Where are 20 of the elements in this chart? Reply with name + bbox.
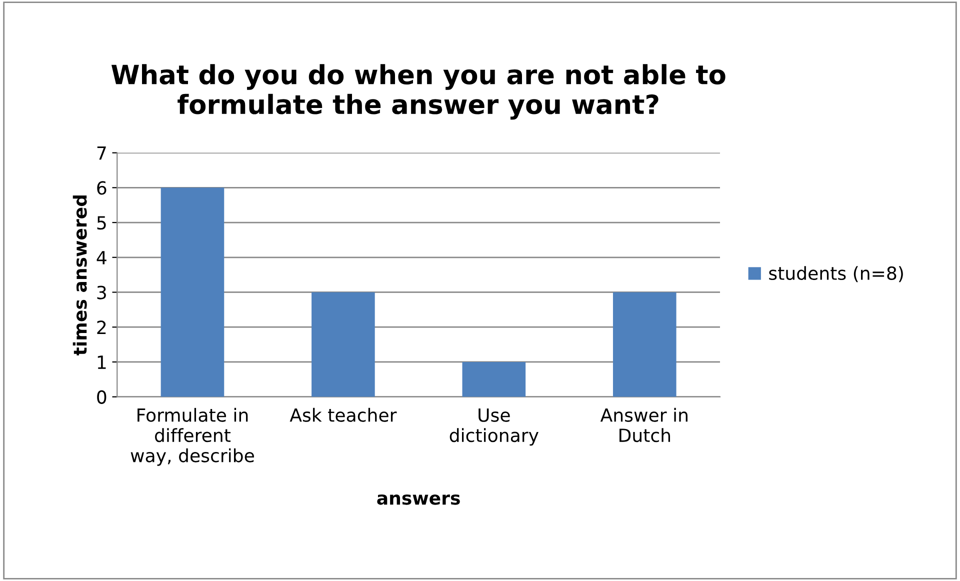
y-tick-label: 6 xyxy=(97,181,106,195)
y-tick-label: 5 xyxy=(97,216,106,230)
y-axis-title: times answered xyxy=(72,195,87,356)
y-tick-label: 2 xyxy=(97,320,106,334)
y-tick-label: 1 xyxy=(98,356,106,369)
bar xyxy=(312,292,375,397)
y-tick-label: 4 xyxy=(96,251,106,264)
y-tick-label: 0 xyxy=(97,390,106,404)
x-tick-label: Use dictionary xyxy=(450,408,538,446)
bar xyxy=(612,292,676,397)
x-tick-label: Answer in Dutch xyxy=(600,408,688,442)
y-tick-label: 7 xyxy=(97,146,106,160)
x-axis-title: answers xyxy=(377,494,460,505)
bar xyxy=(462,362,526,397)
y-tick-label: 3 xyxy=(97,286,106,300)
x-tick-label: Formulate in different way, describe xyxy=(130,408,254,466)
chart-title: What do you do when you are not able to formulate the answer you want? xyxy=(111,64,726,120)
x-tick-label: Ask teacher xyxy=(290,408,397,422)
bar xyxy=(160,188,224,397)
legend-label: students (n=8) xyxy=(769,266,903,282)
